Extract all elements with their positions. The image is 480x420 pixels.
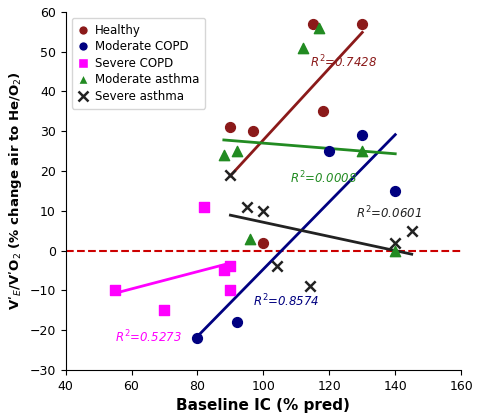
Point — [306, 283, 313, 290]
Point — [319, 108, 326, 115]
Point — [227, 172, 234, 178]
Text: $R^2$=0.7428: $R^2$=0.7428 — [310, 54, 377, 71]
Point — [299, 45, 307, 51]
Point — [233, 148, 241, 155]
Y-axis label: Vʹ$_E$/VʹO$_2$ (% change air to He/O$_2$): Vʹ$_E$/VʹO$_2$ (% change air to He/O$_2$… — [7, 71, 24, 310]
Point — [359, 21, 366, 27]
Point — [111, 287, 119, 294]
Text: $R^2$=0.8574: $R^2$=0.8574 — [253, 293, 320, 309]
Point — [233, 319, 241, 326]
Point — [200, 203, 208, 210]
Point — [359, 148, 366, 155]
Point — [309, 21, 317, 27]
Point — [161, 307, 168, 313]
Point — [391, 187, 399, 194]
Point — [391, 239, 399, 246]
Point — [273, 263, 280, 270]
Point — [227, 263, 234, 270]
Point — [227, 124, 234, 131]
Point — [359, 132, 366, 139]
Point — [227, 287, 234, 294]
Point — [391, 247, 399, 254]
Point — [260, 239, 267, 246]
Legend: Healthy, Moderate COPD, Severe COPD, Moderate asthma, Severe asthma: Healthy, Moderate COPD, Severe COPD, Mod… — [72, 18, 205, 109]
Text: $R^2$=0.0601: $R^2$=0.0601 — [356, 205, 421, 222]
Point — [250, 128, 257, 134]
Point — [315, 24, 323, 31]
Point — [220, 152, 228, 158]
Point — [220, 267, 228, 274]
Point — [193, 335, 201, 341]
Point — [260, 207, 267, 214]
Text: $R^2$=0.0008: $R^2$=0.0008 — [290, 169, 357, 186]
Point — [325, 148, 333, 155]
Point — [243, 203, 251, 210]
X-axis label: Baseline IC (% pred): Baseline IC (% pred) — [177, 398, 350, 413]
Point — [408, 227, 416, 234]
Text: $R^2$=0.5273: $R^2$=0.5273 — [115, 328, 182, 345]
Point — [246, 235, 254, 242]
